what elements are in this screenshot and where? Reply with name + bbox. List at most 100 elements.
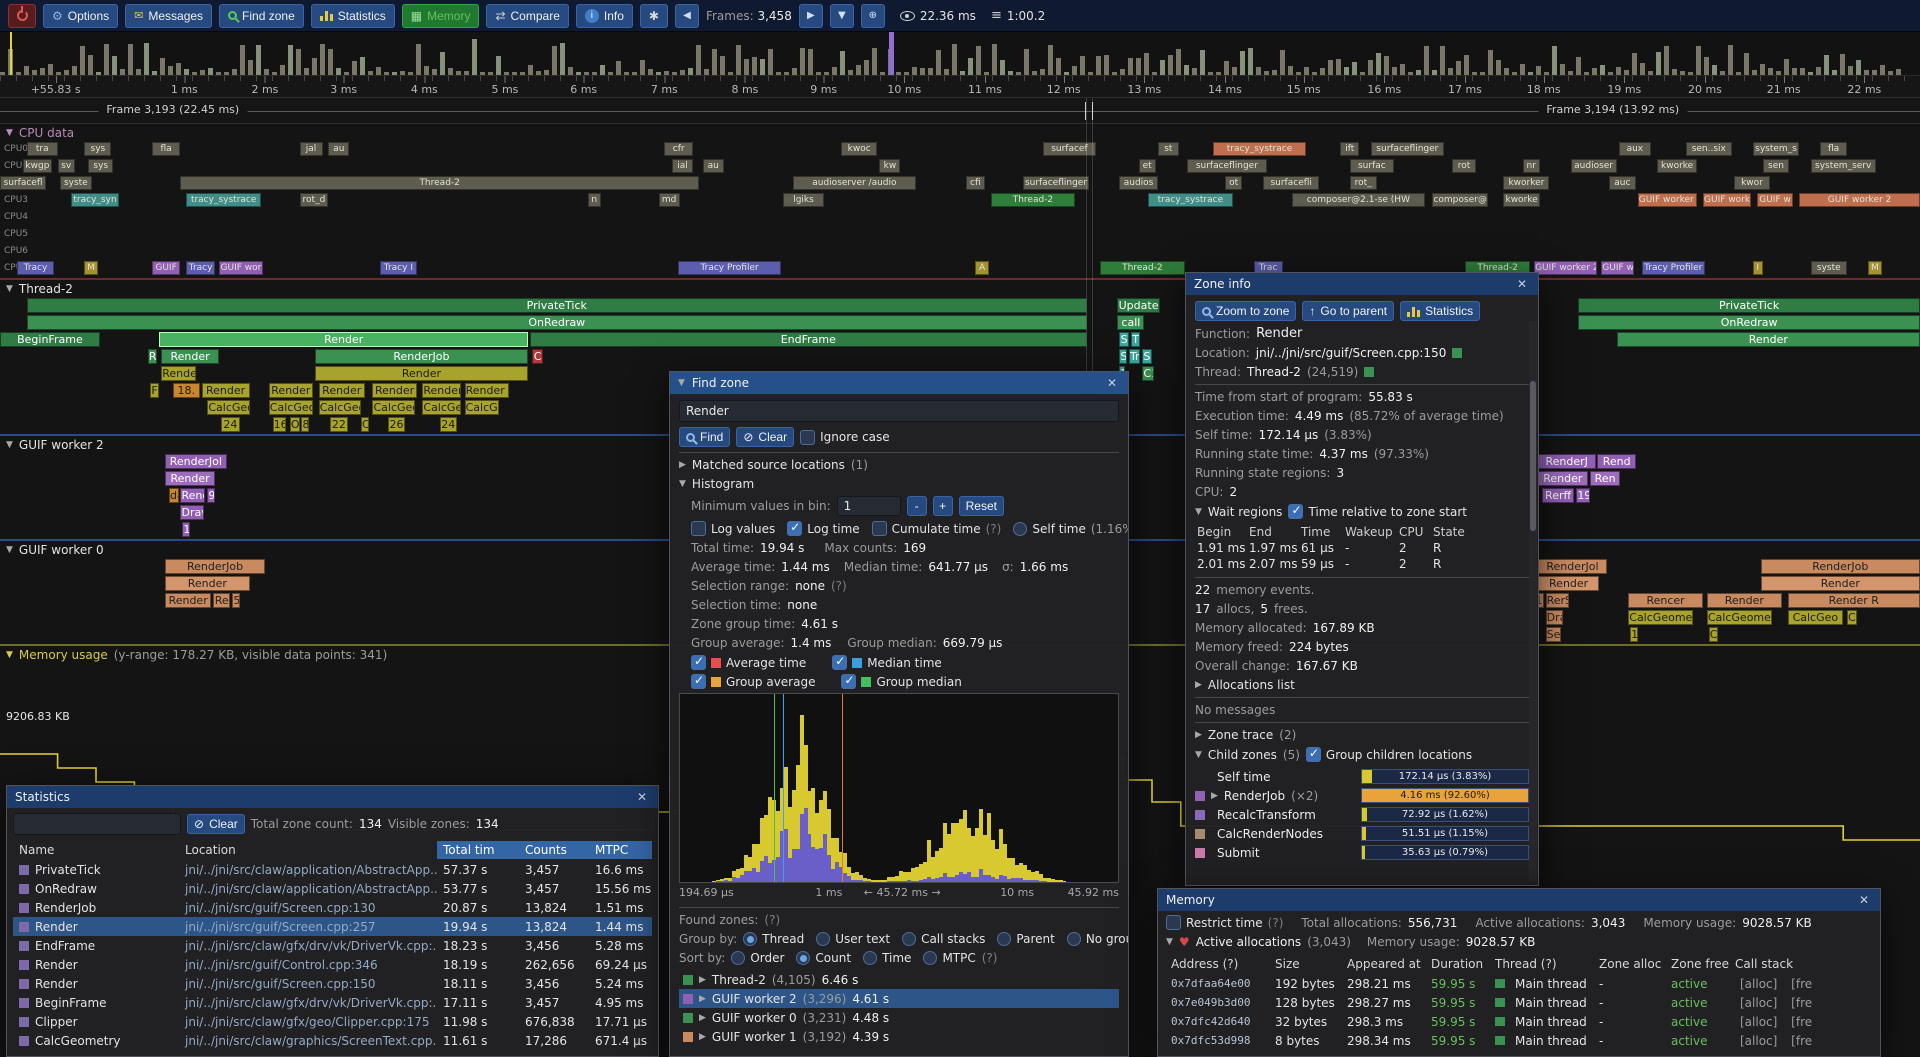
found-zone-group-row[interactable]: ▶ GUIF worker 1 (3,192) 4.39 s <box>679 1027 1119 1046</box>
cpu-segment[interactable]: cfr <box>664 142 694 156</box>
zone-segment[interactable]: OnRedraw <box>26 315 1087 330</box>
zone-segment[interactable]: 5 <box>232 593 240 608</box>
allocations-list-label[interactable]: Allocations list <box>1207 678 1295 692</box>
zone-trace-label[interactable]: Zone trace <box>1207 728 1274 742</box>
zone-segment[interactable]: Dra <box>1545 610 1563 625</box>
collapse-icon[interactable]: ▼ <box>6 650 13 660</box>
log-time-checkbox[interactable]: Log time <box>787 520 860 536</box>
column-header-zone-alloc[interactable]: Zone alloc <box>1599 957 1662 971</box>
zone-segment[interactable]: Render <box>1706 593 1782 608</box>
increment-button[interactable]: + <box>932 496 953 516</box>
statistics-row[interactable]: OnRedraw jni/../jni/src/claw/application… <box>13 879 652 898</box>
group-by-radio[interactable]: User text <box>816 932 890 946</box>
zone-segment[interactable]: Render <box>1537 471 1588 486</box>
scrollbar-thumb[interactable] <box>1530 381 1536 531</box>
statistics-row[interactable]: Render jni/../jni/src/guif/Control.cpp:3… <box>13 955 652 974</box>
zoom-to-zone-button[interactable]: Zoom to zone <box>1195 301 1297 321</box>
cpu-segment[interactable]: et <box>1138 159 1156 173</box>
expand-icon[interactable]: ▶ <box>1195 680 1202 690</box>
column-header-location[interactable]: Location <box>185 843 236 857</box>
close-icon[interactable]: ✕ <box>1106 376 1118 390</box>
cpu-segment[interactable]: M <box>1868 261 1882 275</box>
group-by-radio[interactable]: No groupi <box>1066 932 1128 946</box>
power-button[interactable] <box>8 3 36 28</box>
statistics-shortcut-button[interactable]: Statistics <box>1400 301 1481 321</box>
expand-icon[interactable]: ▶ <box>1195 730 1202 740</box>
cpu-segment[interactable]: aux <box>1618 142 1652 156</box>
statistics-button[interactable]: Statistics <box>310 3 395 28</box>
find-zone-histogram[interactable] <box>679 693 1119 883</box>
cpu-segment[interactable]: au <box>328 142 350 156</box>
zone-segment[interactable]: BeginFrame <box>0 332 100 347</box>
zone-segment[interactable]: 19 <box>1576 488 1590 503</box>
cpu-segment[interactable]: tracy_systrace <box>186 193 262 207</box>
cpu-segment[interactable]: M <box>84 261 98 275</box>
zone-segment[interactable]: CalcGeo <box>1787 610 1844 625</box>
frames-row[interactable]: Frame 3,193 (22.45 ms) Frame 3,194 (13.9… <box>0 98 1920 124</box>
group-by-radio[interactable]: Thread <box>743 932 804 946</box>
cpu-segment[interactable]: composer@ <box>1432 193 1488 207</box>
collapse-icon[interactable]: ▼ <box>6 440 13 450</box>
clear-button[interactable]: ⊘ Clear <box>736 427 795 447</box>
allocation-row[interactable]: 0x7dfc53d998 8 bytes 298.34 ms 59.95 s M… <box>1171 1033 1813 1048</box>
column-header-counts[interactable]: Counts <box>519 841 589 859</box>
column-header-mtpc[interactable]: MTPC <box>589 841 652 859</box>
options-button[interactable]: ⚙ Options <box>43 3 119 28</box>
child-zone-row[interactable]: RecalcTransform 72.92 μs (1.62%) <box>1195 805 1529 824</box>
zone-segment[interactable]: OnRedraw <box>1578 315 1920 330</box>
cpu-segment[interactable]: au <box>702 159 724 173</box>
clear-filter-button[interactable]: ⊘ Clear <box>187 814 245 834</box>
close-icon[interactable]: ✕ <box>1858 893 1870 907</box>
zone-segment[interactable]: C <box>1708 627 1719 642</box>
zone-segment[interactable]: OC <box>289 417 300 432</box>
zone-segment[interactable]: Rend <box>180 488 206 503</box>
zone-segment[interactable]: C <box>531 349 544 364</box>
zone-segment[interactable]: Tr <box>1128 349 1141 364</box>
collapse-icon[interactable]: ▼ <box>1195 506 1202 517</box>
cpu-segment[interactable]: Tracy <box>17 261 54 275</box>
zone-segment[interactable]: 1 <box>182 522 191 537</box>
group-children-checkbox[interactable]: Group children locations <box>1305 746 1472 762</box>
zone-segment[interactable]: Render <box>159 332 528 347</box>
legend-checkbox[interactable]: Average time <box>691 654 806 670</box>
zone-segment[interactable]: Ren <box>1589 471 1621 486</box>
zone-segment[interactable]: Render <box>165 576 250 591</box>
zone-segment[interactable]: Rend <box>1597 454 1636 469</box>
group-by-radio[interactable]: Parent <box>997 932 1055 946</box>
search-input[interactable] <box>679 400 1119 422</box>
zone-segment[interactable]: CalcGeo <box>372 400 415 415</box>
cpu-segment[interactable]: sys <box>88 159 114 173</box>
statistics-row[interactable]: RenderJob jni/../jni/src/guif/Screen.cpp… <box>13 898 652 917</box>
cpu-segment[interactable]: audios <box>1119 176 1158 190</box>
cpu-segment[interactable]: rot <box>1451 159 1477 173</box>
child-zone-row[interactable]: Submit 35.63 μs (0.79%) <box>1195 843 1529 862</box>
cpu-segment[interactable]: nr <box>1522 159 1540 173</box>
cpu-segment[interactable]: jal <box>299 142 323 156</box>
zone-segment[interactable]: CalcGeo <box>464 400 500 415</box>
statistics-row[interactable]: EndFrame jni/../jni/src/claw/gfx/drv/vk/… <box>13 936 652 955</box>
find-zone-button[interactable]: Find zone <box>219 3 304 28</box>
cpu-segment[interactable]: kwor <box>1733 176 1771 190</box>
cpu-segment[interactable]: GUIF <box>151 261 181 275</box>
cpu-segment[interactable]: GUIF worker 2 <box>1534 261 1598 275</box>
frame-overview-strip[interactable] <box>0 32 1920 76</box>
allocation-row[interactable]: 0x7e049b3d00 128 bytes 298.27 ms 59.95 s… <box>1171 995 1813 1010</box>
cpu-segment[interactable]: kwoc <box>840 142 878 156</box>
collapse-icon[interactable]: ▼ <box>678 378 685 388</box>
cpu-segment[interactable]: lgiks <box>783 193 824 207</box>
cpu-segment[interactable]: surfaceflinger <box>1186 159 1268 173</box>
zone-segment[interactable]: RerS <box>1545 593 1569 608</box>
zone-segment[interactable]: RenderJob <box>314 349 528 364</box>
zone-segment[interactable]: S <box>1119 332 1129 347</box>
cpu-segment[interactable]: kworker <box>1503 176 1550 190</box>
cpu-segment[interactable]: Tracy Profiler <box>677 261 782 275</box>
cpu-segment[interactable]: Thread-2 <box>990 193 1076 207</box>
next-frame-button[interactable]: ▶ <box>798 3 823 28</box>
zone-segment[interactable]: 16 <box>272 417 287 432</box>
close-icon[interactable]: ✕ <box>1516 277 1528 291</box>
cpu-segment[interactable]: GUIF w <box>1601 261 1634 275</box>
zone-segment[interactable]: R <box>147 349 158 364</box>
zone-segment[interactable]: Render <box>1760 576 1920 591</box>
sort-by-radio[interactable]: MTPC <box>923 951 976 965</box>
memory-button[interactable]: ▦ Memory <box>401 3 480 28</box>
